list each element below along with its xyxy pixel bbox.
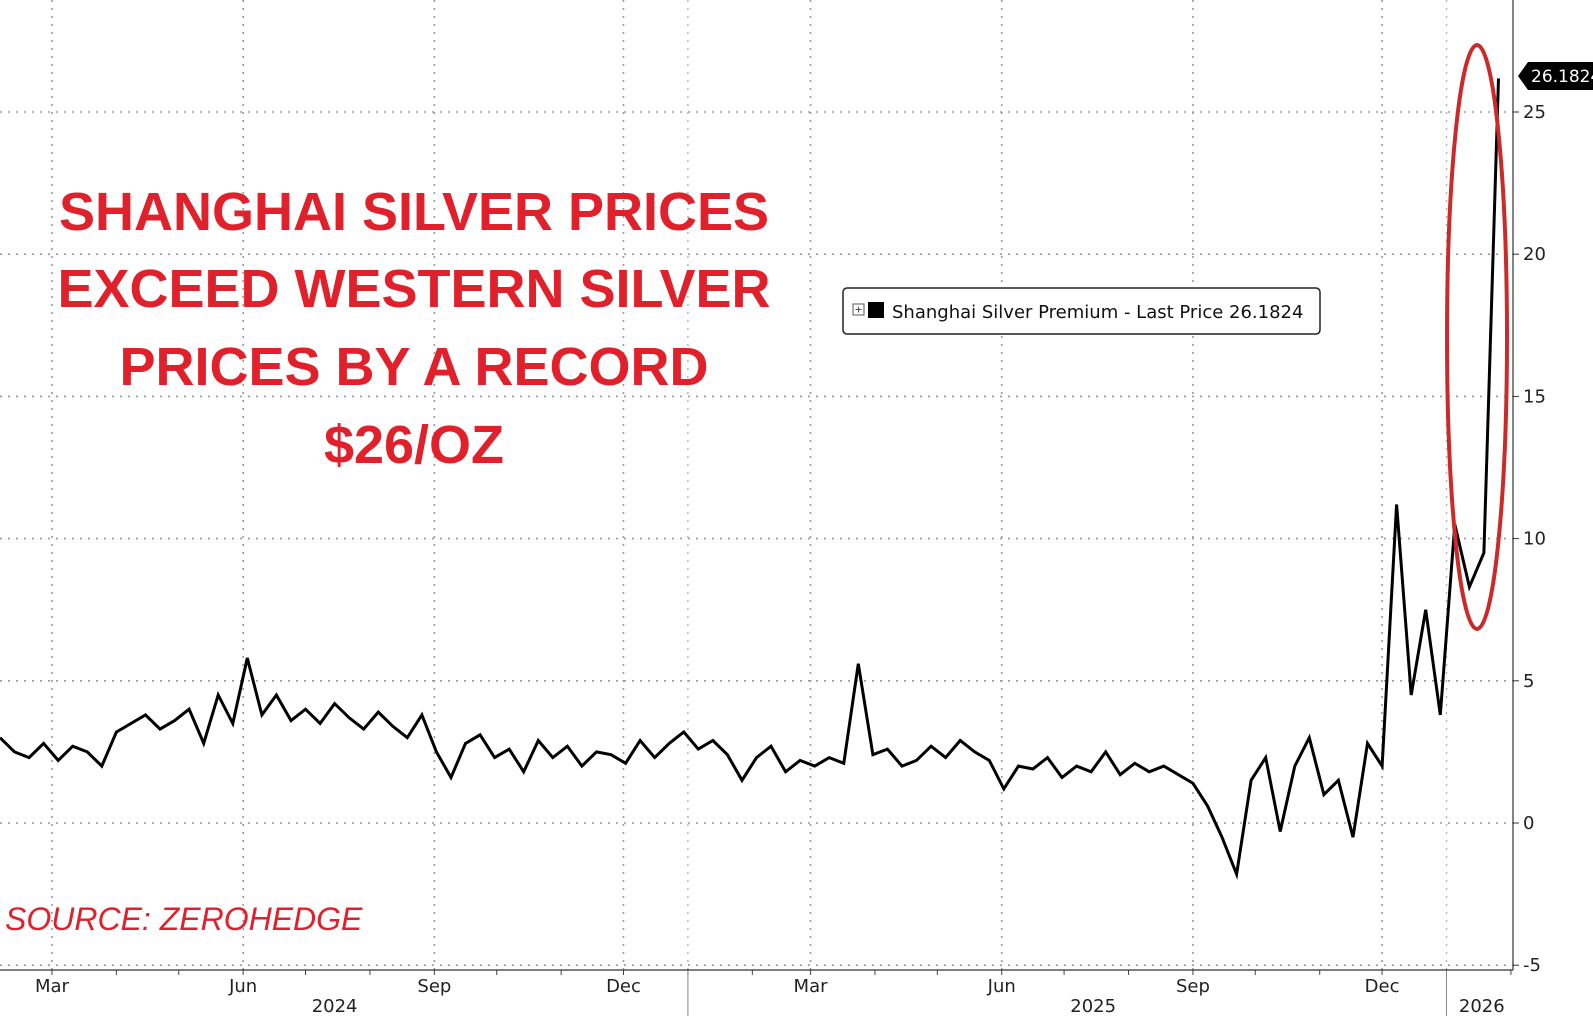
- x-tick-label: Dec: [606, 976, 641, 997]
- x-tick-label: Mar: [35, 976, 70, 997]
- last-price-badge: 26.1824: [1518, 62, 1593, 90]
- year-label: 2025: [1070, 996, 1116, 1016]
- headline: SHANGHAI SILVER PRICES EXCEED WESTERN SI…: [57, 182, 770, 475]
- y-tick-label: 0: [1523, 813, 1534, 834]
- x-tick-label: Jun: [228, 976, 257, 997]
- headline-line-4: $26/OZ: [324, 415, 504, 475]
- series-line-shanghai-silver-premium: [0, 78, 1500, 880]
- y-tick-label: 20: [1523, 244, 1546, 265]
- y-tick-label: 10: [1523, 529, 1546, 550]
- y-tick-label: -5: [1523, 955, 1541, 976]
- source-label: SOURCE: ZEROHEDGE: [5, 901, 363, 937]
- y-tick-label: 5: [1523, 671, 1534, 692]
- year-label: 2026: [1459, 996, 1505, 1016]
- last-price-badge-text: 26.1824: [1531, 67, 1593, 87]
- y-tick-label: 15: [1523, 386, 1546, 407]
- y-tick-label: 25: [1523, 102, 1546, 123]
- x-tick-label: Dec: [1365, 976, 1400, 997]
- headline-line-2: EXCEED WESTERN SILVER: [57, 259, 770, 319]
- grid-lines: [0, 0, 1513, 970]
- last-price-badge-shape: [1518, 62, 1593, 90]
- x-tick-label: Mar: [794, 976, 829, 997]
- legend-series-swatch: [868, 302, 884, 318]
- legend-series-label: Shanghai Silver Premium - Last Price 26.…: [892, 302, 1303, 323]
- x-tick-label: Sep: [1176, 976, 1210, 997]
- highlight-ellipse: [1445, 43, 1509, 631]
- axes: [0, 0, 1519, 1016]
- series-layer: [0, 78, 1500, 880]
- headline-line-1: SHANGHAI SILVER PRICES: [59, 182, 769, 242]
- headline-line-3: PRICES BY A RECORD: [119, 337, 708, 397]
- x-tick-label: Jun: [987, 976, 1016, 997]
- x-tick-label: Sep: [417, 976, 451, 997]
- legend[interactable]: Shanghai Silver Premium - Last Price 26.…: [842, 287, 1321, 335]
- year-label: 2024: [312, 996, 358, 1016]
- legend-box: [842, 287, 1321, 335]
